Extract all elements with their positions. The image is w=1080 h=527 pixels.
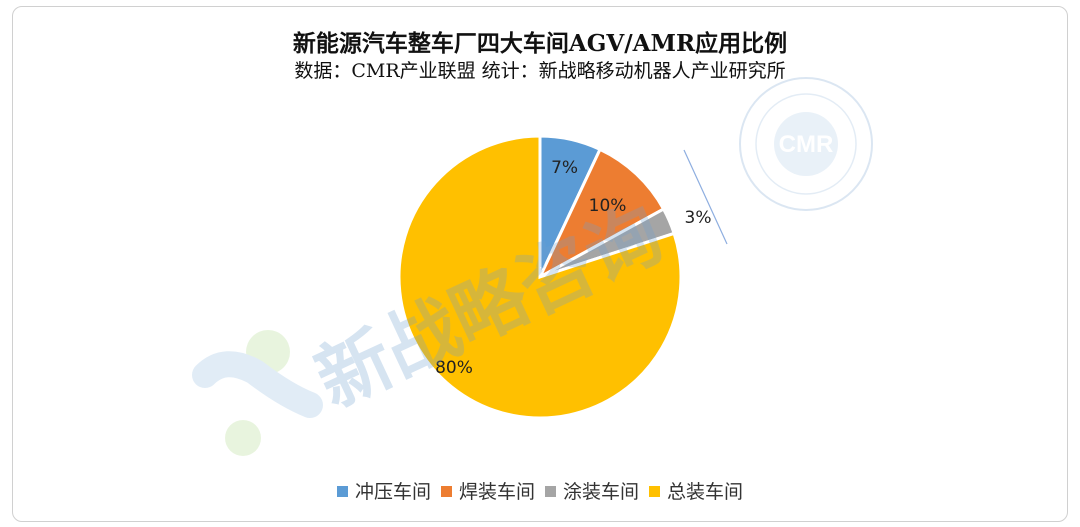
pie-slice-2	[536, 147, 666, 281]
legend-swatch	[649, 486, 661, 497]
watermark-logo-icon	[192, 330, 323, 456]
data-label-4: 80%	[435, 358, 473, 378]
legend-item-4: 总装车间	[649, 477, 743, 504]
legend-swatch	[545, 486, 556, 497]
chart-title: 新能源汽车整车厂四大车间AGV/AMR应用比例	[292, 30, 788, 57]
legend-item-3: 涂装车间	[545, 477, 639, 504]
legend-label: 冲压车间	[354, 481, 431, 503]
legend-swatch	[336, 486, 348, 497]
seal-text: CMR	[779, 131, 834, 158]
leader-line-3	[683, 149, 728, 245]
legend-item-2: 焊装车间	[440, 477, 535, 504]
legend-label: 涂装车间	[563, 481, 640, 503]
data-label-2: 10%	[589, 196, 627, 216]
legend-item-1: 冲压车间	[336, 477, 431, 504]
legend-label: 总装车间	[667, 481, 744, 503]
legend-swatch	[440, 486, 452, 497]
pie-slice-4	[397, 134, 683, 420]
legend: 冲压车间 焊装车间 涂装车间 总装车间	[0, 477, 1080, 504]
data-label-3: 3%	[685, 208, 712, 228]
legend-label: 焊装车间	[458, 481, 535, 503]
chart-subtitle: 数据：CMR产业联盟 统计：新战略移动机器人产业研究所	[294, 60, 786, 82]
data-label-1: 7%	[551, 158, 578, 178]
cmr-seal-icon: CMR	[739, 77, 873, 211]
